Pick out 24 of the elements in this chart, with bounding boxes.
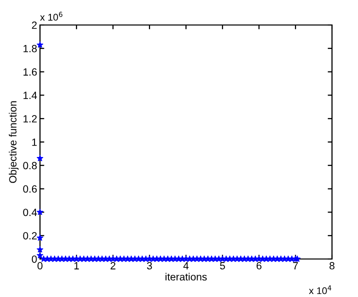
x-tick-label: 0 — [38, 262, 42, 270]
y-tick-label: 2 — [32, 22, 37, 29]
y-axis-title: Objective function — [8, 101, 19, 183]
y-tick-label: 0.2 — [23, 232, 37, 240]
y-tick-label: 1.2 — [24, 115, 37, 122]
y-tick-label: 0.4 — [23, 208, 37, 216]
x-tick-label: 6 — [256, 262, 262, 270]
y-tick-label: 0 — [32, 256, 37, 263]
x-tick-label: 8 — [330, 262, 334, 270]
x-axis-title: iterations — [166, 272, 207, 281]
x-tick-label: 2 — [110, 262, 116, 270]
y-tick-label: 0.8 — [23, 162, 37, 170]
text: x 10$^{6}$ — [40, 12, 62, 21]
x-tick-label: 7 — [293, 262, 298, 270]
x-tick-label: 5 — [220, 262, 225, 270]
y-tick-label: 1.8 — [24, 44, 37, 52]
x-tick-label: 1 — [74, 262, 79, 270]
y-tick-label: 1.4 — [24, 92, 37, 99]
y-tick-label: 1 — [32, 138, 37, 146]
y-tick-label: 0.6 — [23, 185, 37, 193]
text: x 10$^{4}$ — [308, 285, 332, 294]
x-tick-label: 3 — [147, 262, 152, 270]
y-tick-label: 1.6 — [24, 68, 37, 76]
x-tick-label: 4 — [183, 262, 189, 270]
